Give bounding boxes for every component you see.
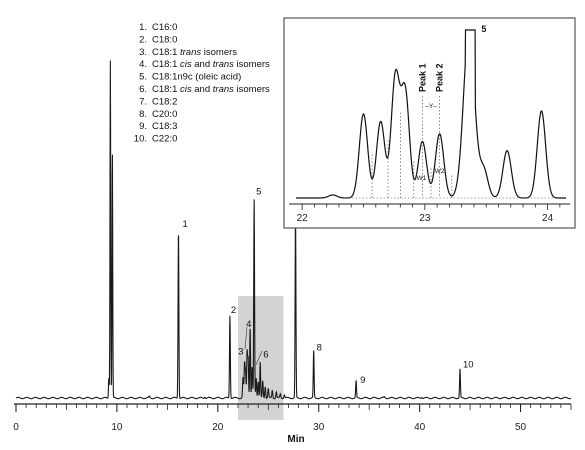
legend-entry: C18:3 (152, 121, 177, 132)
legend-entry: C18:2 (152, 96, 177, 107)
legend-number: 8. (139, 109, 147, 120)
x-tick-label: 0 (13, 422, 19, 433)
peak-label-5: 5 (256, 187, 261, 198)
inset-frame (283, 17, 576, 229)
inset-tick-label: 22 (297, 213, 309, 224)
inset-peak-5-label: 5 (481, 24, 486, 34)
inset-panel: 22 23 24 Peak 1 Peak 2 –Y– W1 W2 5 (283, 17, 576, 229)
x-tick-label: 50 (515, 422, 527, 433)
legend-number: 10. (134, 134, 147, 145)
inset-x-axis: 22 23 24 (289, 203, 570, 224)
legend-number: 7. (139, 96, 147, 107)
y-separation-label: –Y– (425, 103, 437, 110)
inset-annotations: Peak 1 Peak 2 –Y– W1 W2 5 (417, 24, 486, 198)
legend-entry: C18:1n9c (oleic acid) (152, 72, 241, 83)
legend-entry: C16:0 (152, 22, 177, 33)
chromatogram-trace (15, 60, 572, 400)
legend: 1. C16:0 2. C18:0 3. C18:1 trans isomers 4. C18… (134, 22, 270, 145)
legend-entry: C18:0 (152, 34, 177, 45)
inset-tick-label: 24 (542, 213, 554, 224)
peak-6-leader (255, 350, 263, 366)
peak-label-1: 1 (182, 219, 187, 230)
legend-entry: C18:1 cis and trans isomers (152, 84, 270, 95)
main-trace-group (15, 60, 572, 400)
x-tick-label: 40 (414, 422, 426, 433)
peak-label-8: 8 (317, 343, 322, 354)
legend-number: 1. (139, 22, 147, 33)
legend-entry: C18:1 trans isomers (152, 47, 237, 58)
peak-label-6: 6 (263, 350, 268, 361)
main-x-axis: 0 10 20 30 40 50 (13, 403, 572, 433)
peak-label-3: 3 (238, 346, 243, 357)
x-tick-label: 20 (212, 422, 224, 433)
legend-number: 6. (139, 84, 147, 95)
peak-label-2: 2 (231, 305, 236, 316)
w2-label: W2 (435, 168, 445, 175)
legend-number: 2. (139, 34, 147, 45)
x-tick-label: 30 (313, 422, 325, 433)
x-tick-label: 10 (111, 422, 123, 433)
legend-entry: C22:0 (152, 134, 177, 145)
inset-trace-group (296, 29, 566, 199)
inset-tick-label: 23 (419, 213, 431, 224)
legend-entry: C20:0 (152, 109, 177, 120)
w1-label: W1 (417, 175, 427, 182)
peak-1-label: Peak 1 (417, 63, 427, 92)
peak-label-10: 10 (463, 359, 474, 370)
legend-number: 4. (139, 59, 147, 70)
highlight-region (238, 296, 284, 420)
peak-2-label: Peak 2 (435, 63, 445, 92)
legend-number: 5. (139, 72, 147, 83)
peak-label-4: 4 (246, 319, 251, 330)
x-axis-title: Min (287, 434, 304, 445)
legend-number: 9. (139, 121, 147, 132)
legend-number: 3. (139, 47, 147, 58)
peak-label-9: 9 (360, 375, 365, 386)
peak-4-leader (244, 326, 248, 350)
legend-entry: C18:1 cis and trans isomers (152, 59, 270, 70)
